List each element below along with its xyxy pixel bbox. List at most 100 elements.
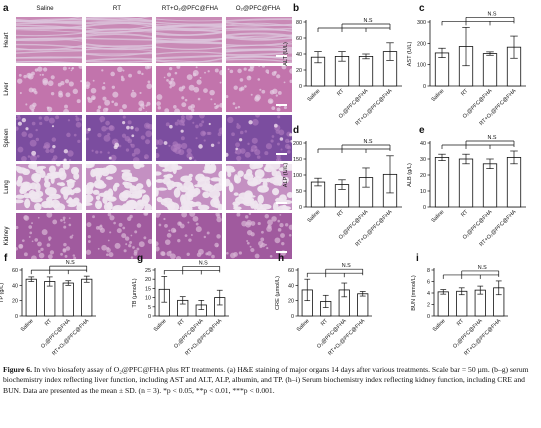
significance-bracket <box>442 270 500 279</box>
significance-bracket <box>163 266 221 275</box>
micrograph-tile <box>16 17 82 63</box>
figure-caption: Figure 6. In vivo biosafety assay of O₂@… <box>3 365 538 396</box>
x-tick-label: RT+O₂@PFC@FHA <box>184 318 223 357</box>
error-bar <box>362 167 370 188</box>
row-label: Spleen <box>3 128 10 148</box>
error-bar <box>486 158 494 169</box>
error-bar <box>438 47 446 58</box>
caption-label: Figure 6. <box>3 365 32 374</box>
panel-letter: g <box>137 253 143 264</box>
micrograph-tile <box>16 66 82 112</box>
x-tick-label: Saline <box>431 209 446 224</box>
y-tick-label: 60 <box>296 36 302 42</box>
x-tick-label: Saline <box>307 88 322 103</box>
micrograph-tile <box>156 164 222 210</box>
error-bar <box>198 300 205 310</box>
y-axis-label: AST (U/L) <box>407 41 413 66</box>
error-bar <box>462 26 470 67</box>
y-tick-label: 40 <box>296 52 302 58</box>
significance-bracket <box>317 23 391 32</box>
row-label: Lung <box>3 180 10 194</box>
significance-bracket <box>441 16 515 26</box>
micrograph-tile <box>86 17 152 63</box>
y-tick-label: 200 <box>417 41 426 47</box>
y-axis-label: TP (g/L) <box>0 283 5 303</box>
micrograph-tile <box>16 115 82 161</box>
error-bar <box>304 278 311 302</box>
micrograph-tile <box>156 17 222 63</box>
micrograph-tile <box>86 213 152 259</box>
x-tick-label: RT <box>456 318 466 328</box>
micrograph-tile <box>16 164 82 210</box>
y-tick-label: 300 <box>417 20 426 26</box>
y-tick-label: 20 <box>288 299 294 305</box>
significance-label: N.S <box>66 260 75 266</box>
y-tick-label: 0 <box>291 314 294 320</box>
error-bar <box>486 51 494 56</box>
y-tick-label: 4 <box>427 291 430 297</box>
significance-label: N.S <box>488 135 497 141</box>
error-bar <box>477 285 484 295</box>
micrograph-tile <box>86 115 152 161</box>
micrograph-tile <box>16 213 82 259</box>
x-tick-label: Saline <box>307 209 322 224</box>
x-tick-label: Saline <box>432 318 447 333</box>
error-bar <box>338 51 346 62</box>
micrograph-tile <box>226 213 292 259</box>
y-tick-label: 80 <box>296 20 302 26</box>
caption-text: In vivo biosafety assay of O₂@PFC@FHA pl… <box>3 365 529 395</box>
error-bar <box>46 276 53 287</box>
panel-letter: c <box>419 3 425 14</box>
bar <box>81 278 93 317</box>
x-tick-label: RT <box>336 88 346 98</box>
x-tick-label: RT+O₂@PFC@FHA <box>463 318 502 357</box>
bar <box>62 282 74 317</box>
error-bar <box>322 294 329 308</box>
row-label: Liver <box>3 82 10 95</box>
error-bar <box>341 282 348 298</box>
row-label: Kidney <box>3 226 10 246</box>
micrograph-tile <box>86 66 152 112</box>
significance-label: N.S <box>364 139 373 145</box>
x-tick-label: RT <box>460 209 470 219</box>
y-axis-label: TB (µmol/L) <box>132 278 138 307</box>
y-tick-label: 0 <box>15 314 18 320</box>
y-tick-label: 20 <box>296 68 302 74</box>
error-bar <box>495 280 502 296</box>
y-tick-label: 0 <box>299 84 302 90</box>
y-tick-label: 20 <box>12 299 18 305</box>
error-bar <box>216 289 223 306</box>
panel-letter: h <box>278 253 284 264</box>
y-tick-label: 10 <box>420 189 426 195</box>
panel-a-histology: a Saline RT RT+O₂@PFC@FHA O₂@PFC@FHA Heart Liv… <box>3 3 292 259</box>
column-label: Saline <box>36 5 54 12</box>
y-tick-label: 30 <box>420 157 426 163</box>
y-tick-label: 0 <box>423 205 426 211</box>
significance-bracket <box>317 144 391 153</box>
y-tick-label: 5 <box>148 305 151 311</box>
column-label: RT <box>113 5 121 12</box>
y-tick-label: 0 <box>299 205 302 211</box>
error-bar <box>362 53 370 60</box>
panel-a-letter: a <box>3 3 9 14</box>
bar <box>44 281 56 317</box>
significance-label: N.S <box>199 260 208 266</box>
y-tick-label: 150 <box>293 157 302 163</box>
error-bar <box>510 35 518 59</box>
error-bar <box>179 296 186 305</box>
error-bar <box>386 42 394 61</box>
column-label: RT+O₂@PFC@FHA <box>162 5 219 12</box>
x-tick-label: RT <box>44 318 54 328</box>
micrograph-tile <box>226 17 292 63</box>
significance-label: N.S <box>342 263 351 269</box>
x-tick-label: RT+O₂@PFC@FHA <box>51 318 90 357</box>
y-tick-label: 20 <box>420 173 426 179</box>
y-tick-label: 60 <box>12 268 18 274</box>
y-tick-label: 0 <box>148 314 151 320</box>
error-bar <box>314 177 322 187</box>
x-tick-label: Saline <box>153 318 168 333</box>
